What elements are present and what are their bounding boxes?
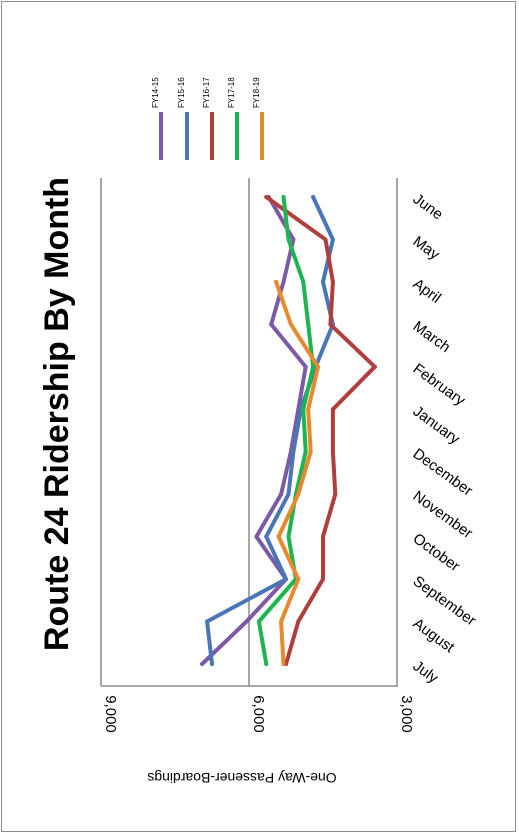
legend-label: FY15-16 xyxy=(177,77,186,108)
data-point xyxy=(321,279,325,284)
data-point xyxy=(301,279,306,284)
series-line-fy15-16 xyxy=(205,195,335,666)
data-point xyxy=(291,449,296,454)
data-point xyxy=(333,492,338,497)
data-point xyxy=(279,619,284,624)
data-point xyxy=(301,407,306,412)
data-point xyxy=(372,364,377,369)
data-point xyxy=(276,534,281,539)
data-point xyxy=(264,662,269,666)
series-line-fy16-17 xyxy=(264,195,377,666)
data-point xyxy=(306,407,311,412)
data-point xyxy=(296,619,301,624)
data-point xyxy=(296,577,301,582)
data-point xyxy=(286,237,291,242)
data-point xyxy=(254,534,259,539)
legend-label: FY18-19 xyxy=(252,77,261,108)
data-point xyxy=(205,619,210,624)
data-point xyxy=(286,492,291,497)
data-point xyxy=(264,195,269,199)
data-point xyxy=(321,577,325,582)
chart-title: Route 24 Ridership By Month xyxy=(38,177,76,651)
data-point xyxy=(288,322,293,327)
data-point xyxy=(281,662,286,666)
series-line-fy18-19 xyxy=(274,279,321,666)
value-axis-title: One-Way Passener-Boardings xyxy=(147,770,336,786)
data-point xyxy=(296,492,301,497)
data-point xyxy=(279,492,284,497)
data-point xyxy=(330,449,335,454)
data-point xyxy=(330,279,335,284)
value-tick-label: 3,000 xyxy=(398,695,415,733)
data-point xyxy=(321,534,325,539)
category-label: August xyxy=(410,615,458,657)
data-point xyxy=(328,322,333,327)
category-label: April xyxy=(410,275,444,306)
series-line-fy14-15 xyxy=(200,195,308,666)
value-tick-label: 9,000 xyxy=(102,695,119,733)
legend-label: FY16-17 xyxy=(202,77,211,108)
category-label: January xyxy=(410,403,464,448)
data-point xyxy=(256,619,261,624)
data-point xyxy=(291,237,296,242)
category-label: February xyxy=(410,360,469,409)
data-point xyxy=(311,364,316,369)
data-point xyxy=(311,195,316,199)
data-point xyxy=(210,662,214,666)
data-point xyxy=(303,364,308,369)
category-label: July xyxy=(410,657,442,687)
series-line-fy17-18 xyxy=(256,195,316,666)
data-point xyxy=(264,534,269,539)
category-label: June xyxy=(410,190,446,223)
data-point xyxy=(274,279,279,284)
data-point xyxy=(316,364,321,369)
legend-label: FY17-18 xyxy=(227,77,236,108)
value-tick-label: 6,000 xyxy=(250,695,267,733)
data-point xyxy=(269,322,274,327)
data-point xyxy=(281,195,286,199)
data-point xyxy=(303,449,308,454)
data-point xyxy=(286,534,291,539)
data-point xyxy=(330,407,335,412)
category-label: October xyxy=(410,530,463,575)
data-point xyxy=(200,662,205,666)
data-point xyxy=(281,279,286,284)
data-point xyxy=(323,237,328,242)
category-label: March xyxy=(410,318,454,356)
data-point xyxy=(284,577,288,582)
data-point xyxy=(308,449,313,454)
data-point xyxy=(306,322,311,327)
legend-label: FY14-15 xyxy=(151,77,160,108)
category-label: May xyxy=(410,233,443,264)
data-point xyxy=(244,619,249,624)
data-point xyxy=(330,237,335,242)
